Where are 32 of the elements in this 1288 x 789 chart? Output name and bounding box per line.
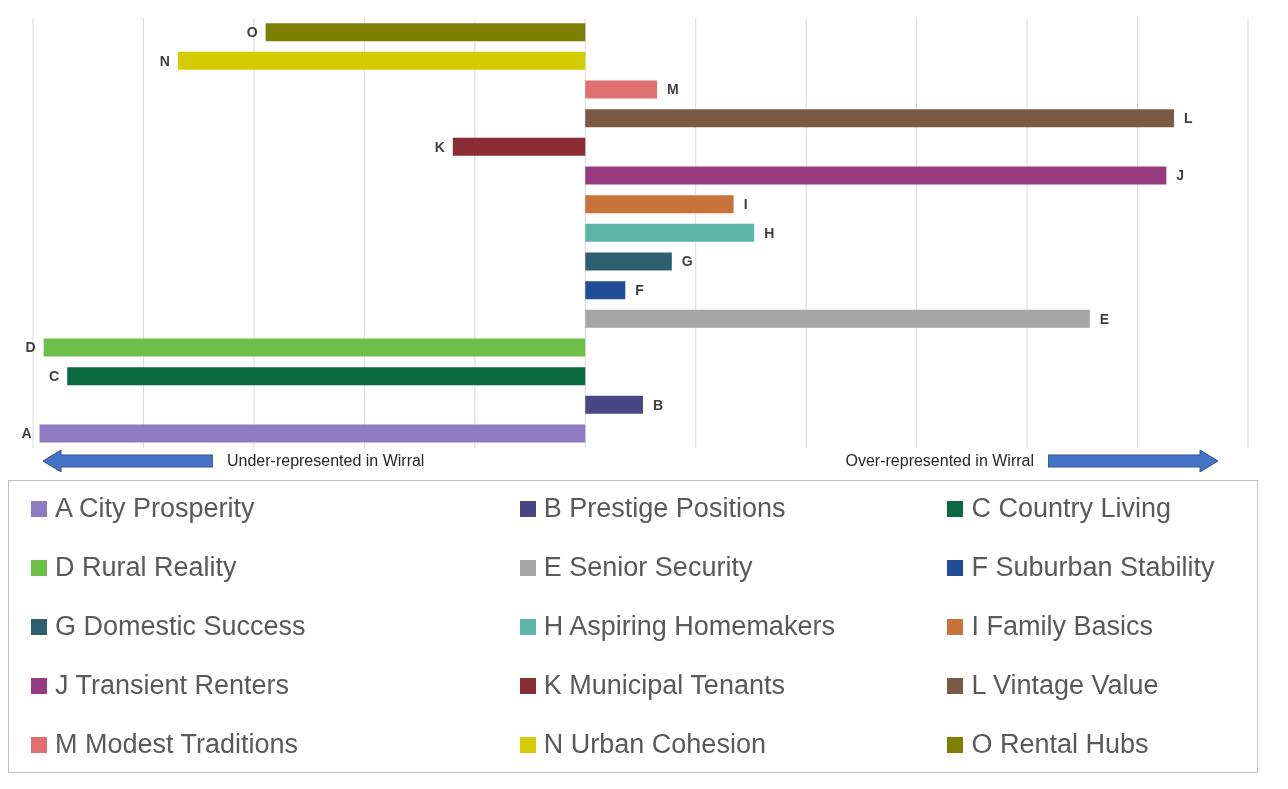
- legend-label: C Country Living: [971, 493, 1172, 524]
- legend-label: L Vintage Value: [971, 670, 1159, 701]
- legend-label: B Prestige Positions: [543, 493, 786, 524]
- y-tick-label: E: [1099, 310, 1110, 327]
- legend-label: D Rural Reality: [55, 552, 237, 583]
- legend-label: I Family Basics: [971, 611, 1154, 642]
- legend-label: A City Prosperity: [55, 493, 255, 524]
- y-tick-label: J: [1176, 167, 1185, 184]
- y-tick-label: H: [764, 224, 775, 241]
- legend-label: F Suburban Stability: [971, 552, 1215, 583]
- y-tick-label: D: [25, 339, 36, 356]
- y-tick-label: B: [652, 396, 664, 413]
- y-tick-label: L: [1184, 110, 1193, 127]
- y-tick-label: K: [434, 138, 445, 155]
- y-tick-label: A: [21, 425, 32, 442]
- y-tick-label: I: [743, 196, 748, 213]
- y-tick-label: M: [667, 81, 679, 98]
- y-tick-label: C: [49, 368, 60, 385]
- y-tick-label: F: [635, 282, 645, 299]
- y-tick-label: N: [159, 52, 170, 69]
- legend-label: H Aspiring Homemakers: [543, 611, 835, 642]
- legend-label: G Domestic Success: [55, 611, 306, 642]
- legend-label: J Transient Renters: [55, 670, 290, 701]
- text: Under-represented in Wirral: [227, 452, 425, 470]
- legend-label: O Rental Hubs: [971, 729, 1149, 760]
- legend-label: K Municipal Tenants: [543, 670, 785, 701]
- y-tick-label: G: [681, 253, 693, 270]
- legend-label: N Urban Cohesion: [543, 729, 766, 760]
- legend-label: E Senior Security: [543, 552, 753, 583]
- text: Over-represented in Wirral: [845, 452, 1034, 470]
- legend-label: M Modest Traditions: [55, 729, 299, 760]
- y-tick-label: O: [246, 24, 258, 41]
